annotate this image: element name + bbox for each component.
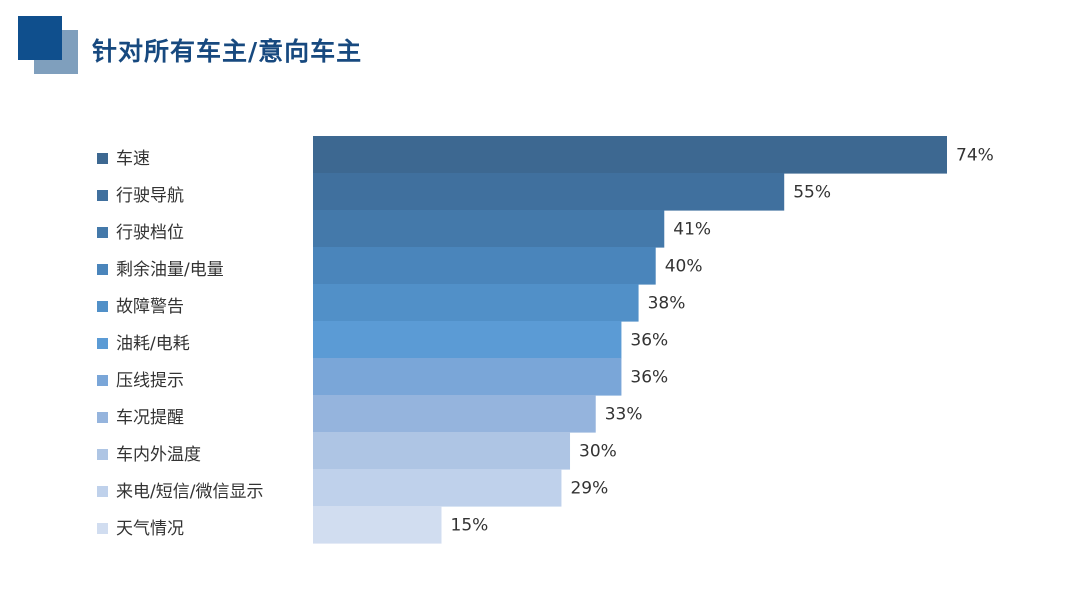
bar-value-label: 36% xyxy=(630,368,668,388)
legend-swatch xyxy=(97,153,108,164)
legend-label: 天气情况 xyxy=(116,519,184,539)
legend-swatch xyxy=(97,264,108,275)
bar xyxy=(313,136,947,174)
legend-label: 来电/短信/微信显示 xyxy=(116,482,263,502)
bar-value-label: 36% xyxy=(630,331,668,351)
bars xyxy=(313,136,947,544)
legend-label: 车况提醒 xyxy=(116,408,184,428)
bar xyxy=(313,173,785,211)
legend-swatch xyxy=(97,486,108,497)
legend-swatch xyxy=(97,449,108,460)
bar xyxy=(313,395,596,433)
legend-label: 故障警告 xyxy=(116,297,184,317)
legend-label: 剩余油量/电量 xyxy=(116,260,224,280)
bar-value-label: 38% xyxy=(648,294,686,314)
legend-swatch xyxy=(97,190,108,201)
value-labels: 74% 55% 41% 40% 38% 36% 36% 33% 30% 29% 15% xyxy=(451,146,994,536)
bar xyxy=(313,321,622,359)
legend-swatch xyxy=(97,227,108,238)
legend-label: 压线提示 xyxy=(116,371,184,391)
bar xyxy=(313,506,442,544)
legend-swatch xyxy=(97,301,108,312)
legend-label: 车内外温度 xyxy=(116,445,201,465)
bar-value-label: 30% xyxy=(579,442,617,462)
bar-value-label: 33% xyxy=(605,405,643,425)
legend-label: 车速 xyxy=(116,149,150,169)
bar xyxy=(313,210,665,248)
legend: 车速行驶导航行驶档位剩余油量/电量故障警告油耗/电耗压线提示车况提醒车内外温度来… xyxy=(97,149,263,539)
legend-swatch xyxy=(97,338,108,349)
legend-label: 行驶档位 xyxy=(116,223,184,243)
bar-value-label: 29% xyxy=(570,479,608,499)
page-title: 针对所有车主/意向车主 xyxy=(92,37,363,66)
bar xyxy=(313,247,656,285)
legend-swatch xyxy=(97,375,108,386)
bar xyxy=(313,432,571,470)
legend-swatch xyxy=(97,523,108,534)
logo-front-square xyxy=(18,16,62,60)
legend-label: 行驶导航 xyxy=(116,186,184,206)
bar-value-label: 41% xyxy=(673,220,711,240)
legend-swatch xyxy=(97,412,108,423)
bar-value-label: 55% xyxy=(793,183,831,203)
bar-value-label: 15% xyxy=(451,516,489,536)
bar-value-label: 74% xyxy=(956,146,994,166)
bar xyxy=(313,469,562,507)
bar xyxy=(313,284,639,322)
legend-label: 油耗/电耗 xyxy=(116,334,190,354)
bar xyxy=(313,358,622,396)
bar-value-label: 40% xyxy=(665,257,703,277)
